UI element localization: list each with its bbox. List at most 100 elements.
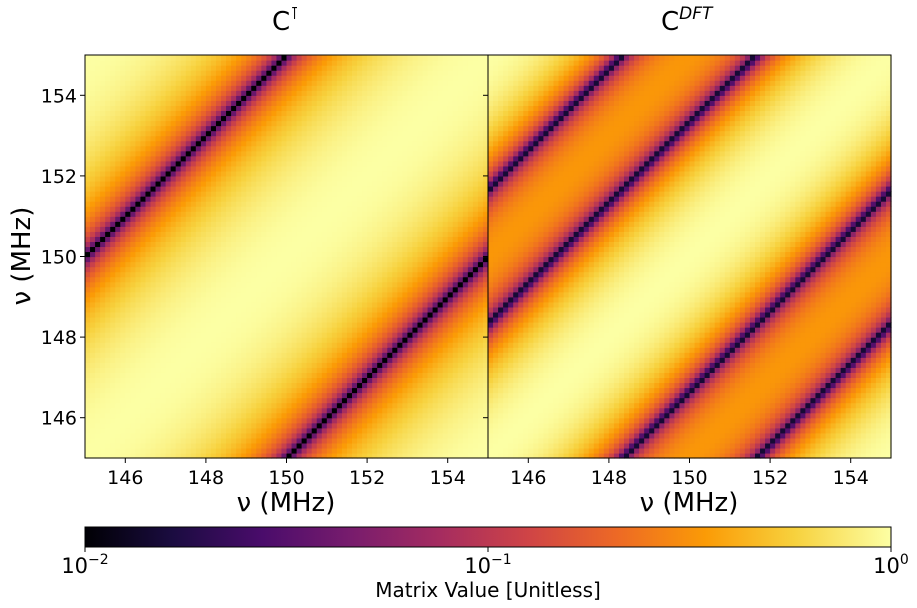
heatmap-cell [321,362,328,368]
heatmap-cell [412,201,419,207]
heatmap-cell [276,155,283,162]
heatmap-cell [417,382,424,389]
heatmap-cell [482,286,489,293]
heatmap-cell [215,377,222,384]
heatmap-cell [165,256,172,263]
heatmap-cell [266,382,272,389]
heatmap-cell [221,327,227,333]
heatmap-cell [155,367,162,373]
heatmap-cell [231,412,237,419]
heatmap-cell [387,246,393,253]
heatmap-cell [165,392,172,399]
heatmap-cell [271,201,278,207]
heatmap-cell [190,452,197,459]
heatmap-cell [382,191,388,197]
heatmap-cell [160,342,167,348]
heatmap-cell [387,155,393,162]
heatmap-cell [286,402,293,409]
heatmap-cell [231,276,237,283]
heatmap-cell [271,276,278,283]
heatmap-cell [336,216,343,222]
heatmap-cell [120,145,126,152]
heatmap-cell [472,256,479,263]
heatmap-cell [221,241,227,248]
heatmap-cell [175,362,182,368]
heatmap-cell [150,342,157,348]
heatmap-cell [236,387,242,394]
heatmap-cell [482,191,489,197]
heatmap-cell [281,155,288,162]
heatmap-cell [95,402,101,409]
heatmap-cell [160,362,167,368]
heatmap-cell [130,286,136,293]
heatmap-cell [185,281,192,288]
heatmap-cell [276,402,283,409]
heatmap-cell [382,327,388,333]
heatmap-cell [382,185,388,192]
heatmap-cell [150,286,157,293]
heatmap-cell [281,165,288,172]
heatmap-cell [457,185,464,192]
heatmap-cell [281,432,288,439]
heatmap-cell [457,372,464,378]
heatmap-cell [442,145,449,152]
heatmap-cell [90,377,96,384]
heatmap-cell [412,221,419,227]
heatmap-cell [170,140,177,147]
heatmap-cell [291,180,298,187]
heatmap-cell [221,296,227,303]
heatmap-cell [291,216,298,222]
heatmap-cell [382,291,388,298]
heatmap-cell [336,437,343,444]
heatmap-cell [351,271,358,278]
heatmap-cell [407,316,414,323]
heatmap-cell [190,196,197,202]
heatmap-cell [427,337,434,343]
heatmap-cell [407,236,414,242]
heatmap-cell [372,145,378,152]
heatmap-cell [100,221,106,227]
heatmap-cell [336,367,343,373]
heatmap-cell [236,337,242,343]
heatmap-cell [221,170,227,177]
heatmap-cell [331,185,338,192]
heatmap-cell [276,327,283,333]
heatmap-cell [100,281,106,288]
heatmap-cell [251,377,257,384]
heatmap-cell [85,367,91,373]
heatmap-cell [422,221,429,227]
heatmap-cell [422,412,429,419]
heatmap-cell [205,286,212,293]
heatmap-cell [125,367,131,373]
heatmap-cell [271,392,278,399]
heatmap-cell [286,327,293,333]
heatmap-cell [155,321,162,328]
heatmap-cell [346,372,353,378]
heatmap-cell [351,392,358,399]
heatmap-cell [175,150,182,157]
heatmap-cell [251,246,257,253]
heatmap-cell [190,427,197,434]
heatmap-cell [301,422,308,429]
heatmap-cell [417,397,424,404]
heatmap-cell [241,367,247,373]
heatmap-cell [482,362,489,368]
heatmap-cell [367,367,373,373]
heatmap-cell [351,145,358,152]
heatmap-cell [115,256,121,263]
heatmap-cell [150,206,157,212]
heatmap-cell [281,226,288,232]
heatmap-cell [422,337,429,343]
heatmap-cell [160,392,167,399]
heatmap-cell [477,221,484,227]
heatmap-cell [472,427,479,434]
heatmap-cell [85,241,91,248]
heatmap-cell [377,392,383,399]
heatmap-cell [180,332,187,338]
heatmap-cell [150,357,157,363]
heatmap-cell [130,155,136,162]
heatmap-cell [472,150,479,157]
heatmap-cell [120,291,126,298]
heatmap-cell [447,417,454,424]
heatmap-cell [336,281,343,288]
